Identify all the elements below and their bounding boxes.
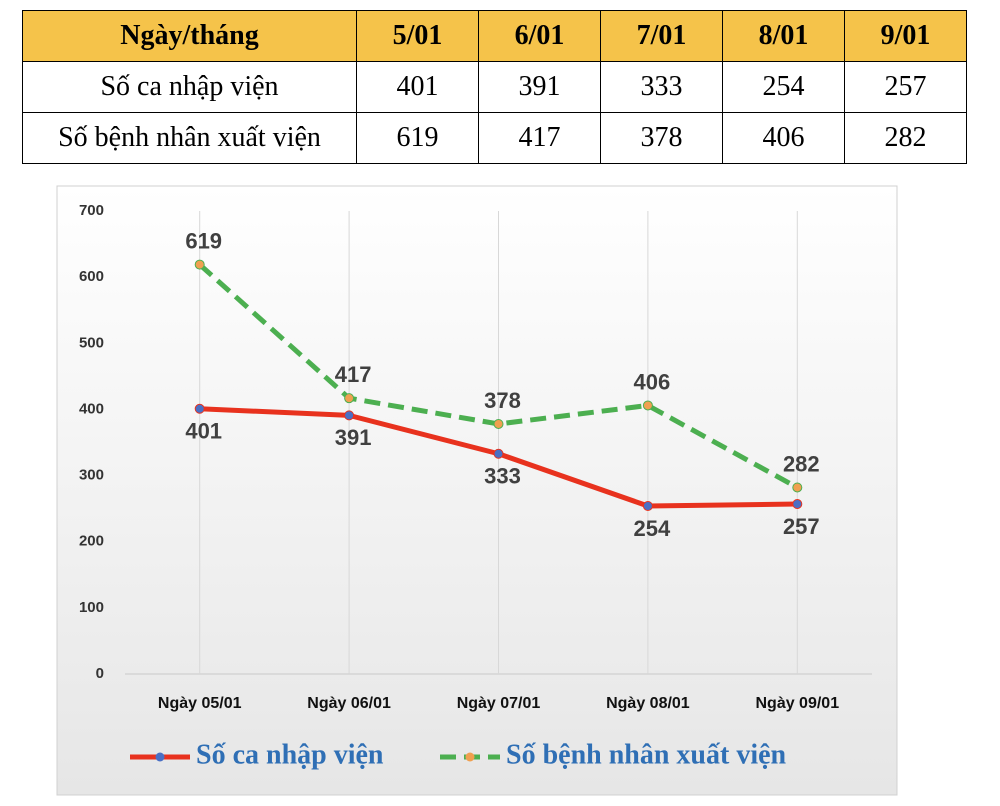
data-table: Ngày/tháng 5/01 6/01 7/01 8/01 9/01 Số c… — [22, 10, 967, 164]
x-tick-label: Ngày 09/01 — [755, 695, 839, 712]
legend-marker — [155, 752, 165, 762]
chart-area — [56, 185, 898, 796]
data-label: 401 — [185, 419, 222, 444]
cell: 282 — [844, 112, 967, 164]
data-point — [344, 393, 355, 404]
series-line — [198, 262, 799, 490]
cell: 333 — [600, 61, 723, 113]
table-header: Ngày/tháng 5/01 6/01 7/01 8/01 9/01 — [22, 10, 967, 62]
y-tick-label: 0 — [96, 665, 104, 682]
x-tick-label: Ngày 08/01 — [606, 695, 690, 712]
data-label: 257 — [783, 514, 820, 539]
y-tick-label: 400 — [79, 400, 104, 417]
x-tick-label: Ngày 05/01 — [158, 695, 242, 712]
y-tick-label: 300 — [79, 467, 104, 484]
x-tick-label: Ngày 07/01 — [457, 695, 541, 712]
data-label: 391 — [335, 425, 372, 450]
y-tick-label: 500 — [79, 334, 104, 351]
cell: 417 — [478, 112, 601, 164]
y-tick-label: 100 — [79, 599, 104, 616]
row-label: Số bệnh nhân xuất viện — [22, 112, 357, 164]
header-cell: 9/01 — [844, 10, 967, 62]
header-cell: 8/01 — [722, 10, 845, 62]
legend-label: Số bệnh nhân xuất viện — [506, 739, 787, 770]
data-label: 282 — [783, 451, 820, 476]
cell: 254 — [722, 61, 845, 113]
y-tick-label: 600 — [79, 268, 104, 285]
data-label: 333 — [484, 464, 521, 489]
data-point — [194, 403, 205, 414]
data-point — [642, 400, 653, 411]
data-point — [792, 482, 803, 493]
data-label: 406 — [634, 369, 671, 394]
x-tick-label: Ngày 06/01 — [307, 695, 391, 712]
cell: 257 — [844, 61, 967, 113]
cell: 391 — [478, 61, 601, 113]
data-label: 619 — [185, 228, 222, 253]
data-point — [493, 418, 504, 429]
data-point — [194, 259, 205, 270]
cell: 406 — [722, 112, 845, 164]
header-cell: 7/01 — [600, 10, 723, 62]
legend-label: Số ca nhập viện — [196, 739, 384, 770]
y-tick-label: 200 — [79, 533, 104, 550]
data-point — [642, 500, 653, 511]
cell: 378 — [600, 112, 723, 164]
y-tick-label: 700 — [79, 202, 104, 219]
legend-marker — [465, 752, 475, 762]
cell: 619 — [356, 112, 479, 164]
data-point — [344, 410, 355, 421]
data-label: 417 — [335, 362, 372, 387]
header-cell: Ngày/tháng — [22, 10, 357, 62]
table-row: Số bệnh nhân xuất viện 619 417 378 406 2… — [22, 112, 967, 164]
data-label: 254 — [634, 516, 671, 541]
data-label: 378 — [484, 388, 521, 413]
row-label: Số ca nhập viện — [22, 61, 357, 113]
table-row: Số ca nhập viện 401 391 333 254 257 — [22, 61, 967, 113]
data-point — [792, 499, 803, 510]
data-point — [493, 448, 504, 459]
